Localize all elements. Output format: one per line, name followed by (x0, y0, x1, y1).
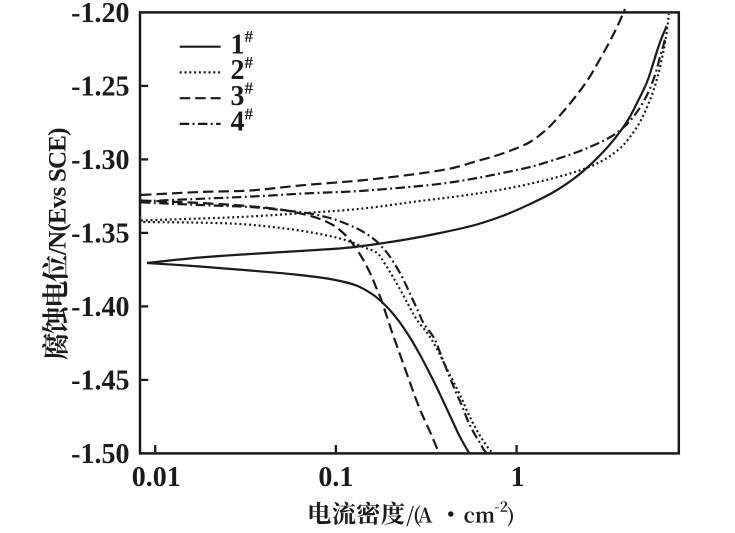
svg-text:-1.50: -1.50 (71, 439, 129, 470)
svg-text:0.01: 0.01 (132, 462, 181, 493)
svg-text:-1.40: -1.40 (71, 292, 129, 323)
svg-text:-1.20: -1.20 (71, 0, 129, 29)
svg-text:0.1: 0.1 (318, 462, 353, 493)
svg-text:-1.45: -1.45 (71, 365, 129, 396)
svg-text:-1.30: -1.30 (71, 145, 129, 176)
svg-text:/N(Evs SCE): /N(Evs SCE) (45, 128, 72, 256)
svg-text:-1.35: -1.35 (71, 218, 129, 249)
svg-text:-1.25: -1.25 (71, 71, 129, 102)
svg-text:1: 1 (511, 462, 525, 493)
